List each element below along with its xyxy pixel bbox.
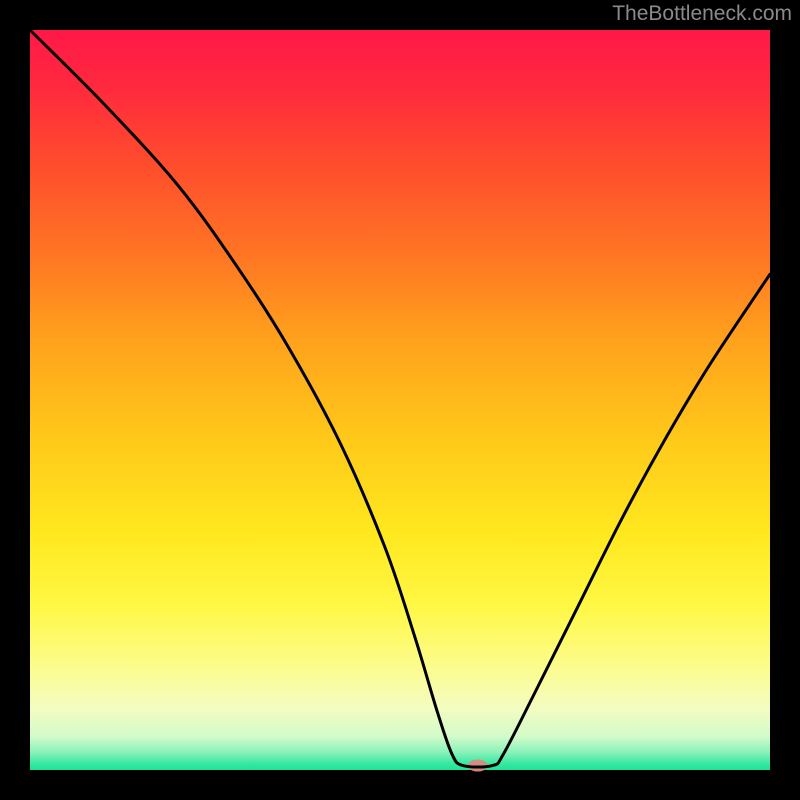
chart-svg xyxy=(0,0,800,800)
plot-background xyxy=(30,30,770,770)
watermark-label: TheBottleneck.com xyxy=(612,2,792,26)
bottleneck-curve-chart: TheBottleneck.com xyxy=(0,0,800,800)
